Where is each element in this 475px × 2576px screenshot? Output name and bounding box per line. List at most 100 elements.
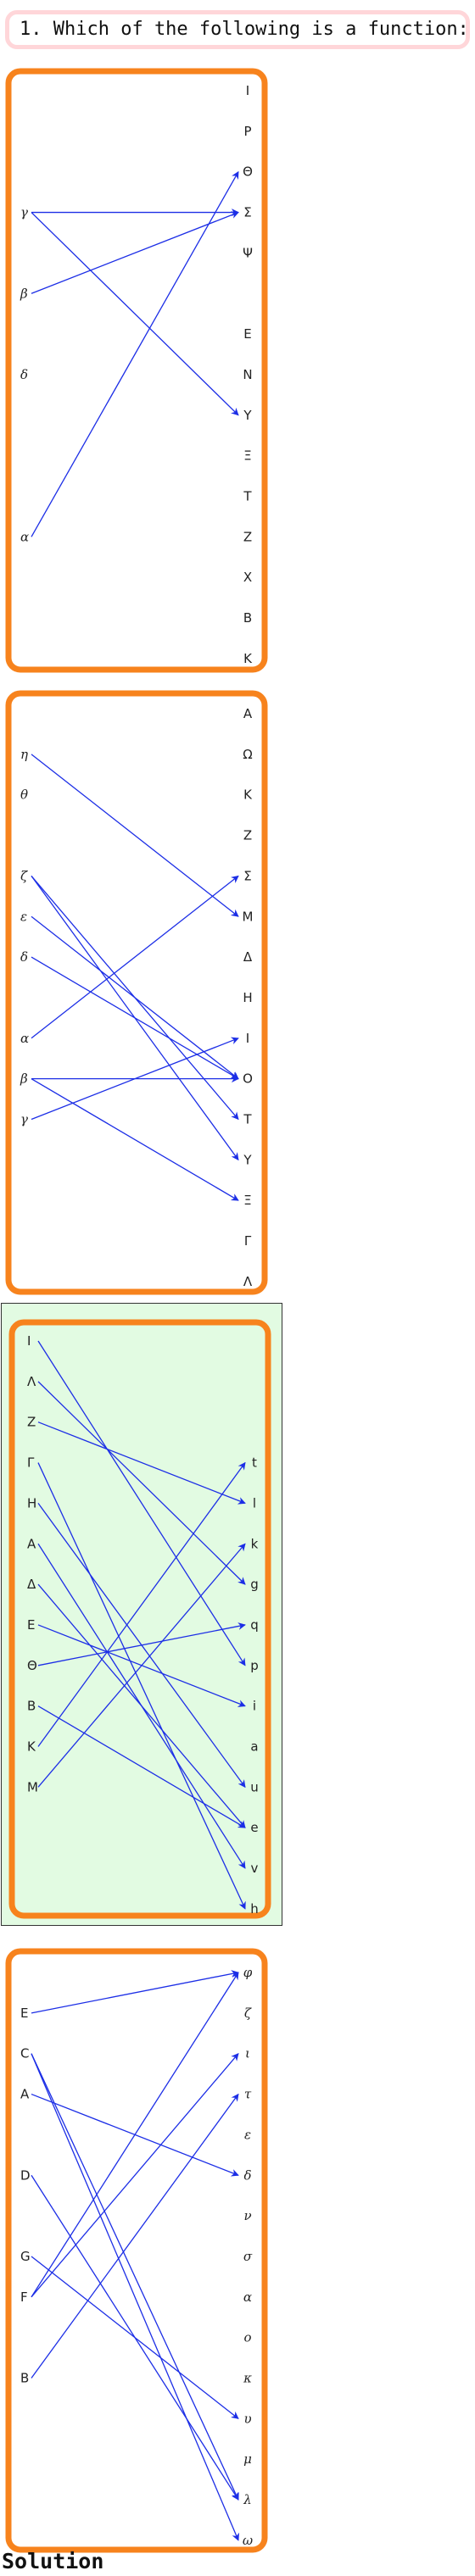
codomain-label: ζ [244,2006,252,2021]
domain-label: ζ [20,868,28,883]
domain-label: A [27,1536,36,1551]
codomain-label: σ [243,2249,253,2264]
domain-label: I [27,1333,31,1349]
mapping-arrow [37,1462,246,1910]
mapping-panel-d: E C A D G F Bφ ζ ι τ ε δ ν σ α ο κ υ μ λ ω [5,1948,268,2553]
codomain-label: g [250,1577,259,1592]
codomain-label: t [252,1455,257,1471]
codomain-label: Κ [243,651,253,666]
mapping-arrow [31,1970,239,2014]
domain-label: β [20,286,28,301]
mapping-arrow [37,1381,246,1585]
codomain-label: Γ [244,1233,252,1249]
codomain-label: Θ [243,164,253,180]
codomain-label: Ν [243,367,252,382]
codomain-label: Ξ [243,1193,251,1208]
panel-frame [5,690,268,1295]
codomain-label: v [251,1861,259,1876]
codomain-label: Σ [243,868,251,883]
codomain-label: μ [243,2451,252,2467]
codomain-label: e [250,1820,258,1835]
domain-label: G [20,2249,31,2264]
codomain-label: u [250,1779,259,1794]
codomain-label: φ [243,1965,253,1980]
codomain-label: Σ [243,205,251,220]
codomain-label: ι [245,2046,250,2061]
mapping-arrow [31,2053,239,2298]
mapping-arrow [37,1705,246,1828]
domain-label: D [20,2167,31,2183]
codomain-label: Ι [246,83,249,98]
mapping-arrow [31,2256,239,2419]
codomain-label: Τ [243,489,252,504]
codomain-label: Ι [246,1031,249,1046]
codomain-label: Υ [243,408,252,423]
domain-label: δ [20,367,28,382]
mapping-arrow [31,1972,239,2298]
codomain-label: Ω [243,747,252,762]
domain-label: α [20,1031,29,1046]
codomain-label: i [253,1699,256,1714]
domain-label: B [27,1699,36,1714]
domain-label: γ [20,205,28,220]
mapping-arrow [31,754,239,917]
domain-label: Δ [27,1577,36,1592]
mapping-arrow [31,211,239,294]
mapping-arrow [31,1078,239,1201]
codomain-label: δ [243,2167,251,2183]
domain-label: Λ [27,1374,36,1389]
mapping-arrow [37,1543,246,1788]
codomain-label: Ζ [243,828,252,843]
mapping-arrow [37,1622,246,1666]
domain-label: β [20,1071,28,1087]
codomain-label: Ψ [243,245,253,260]
codomain-label: Ο [243,1071,253,1087]
domain-label: C [20,2046,29,2061]
codomain-label: l [253,1495,256,1511]
domain-label: γ [20,1112,28,1127]
mapping-arrow [37,1422,246,1505]
solution-heading: Solution [2,2549,104,2573]
codomain-label: p [250,1658,259,1673]
codomain-label: τ [244,2087,252,2102]
mapping-arrow [31,2053,239,2541]
codomain-label: Κ [243,787,253,803]
domain-label: E [20,2006,28,2021]
mapping-arrow [31,1037,239,1121]
codomain-label: Τ [243,1112,252,1127]
domain-label: B [20,2371,29,2386]
mapping-arrow [37,1340,246,1666]
domain-label: M [27,1779,38,1794]
mapping-arrow [31,2093,239,2378]
domain-label: H [27,1495,36,1511]
codomain-label: ο [243,2330,251,2345]
codomain-label: ω [243,2533,253,2548]
codomain-label: Λ [243,1274,253,1289]
codomain-label: h [250,1901,259,1917]
domain-label: η [20,747,28,762]
codomain-label: Μ [243,909,254,924]
mapping-arrow [31,170,239,537]
codomain-label: Ζ [243,529,252,544]
codomain-label: κ [243,2371,252,2386]
mapping-arrow [37,1461,246,1747]
domain-label: δ [20,949,28,965]
panel-frame [5,1948,268,2553]
codomain-label: q [250,1617,259,1633]
domain-label: ε [20,909,27,924]
mapping-arrow [31,2053,239,2501]
codomain-label: ν [243,2208,251,2223]
domain-label: Θ [27,1658,37,1673]
mapping-arrow [37,1583,246,1828]
codomain-label: α [243,2289,252,2305]
domain-label: Γ [27,1455,35,1471]
codomain-label: Υ [243,1152,252,1167]
codomain-label: Δ [243,949,253,965]
domain-label: θ [20,787,28,803]
codomain-label: ε [244,2127,251,2142]
codomain-label: Ξ [243,448,251,464]
question-text: 1. Which of the following is a function: [5,10,470,49]
codomain-label: λ [243,2492,252,2507]
codomain-label: Β [243,610,252,626]
